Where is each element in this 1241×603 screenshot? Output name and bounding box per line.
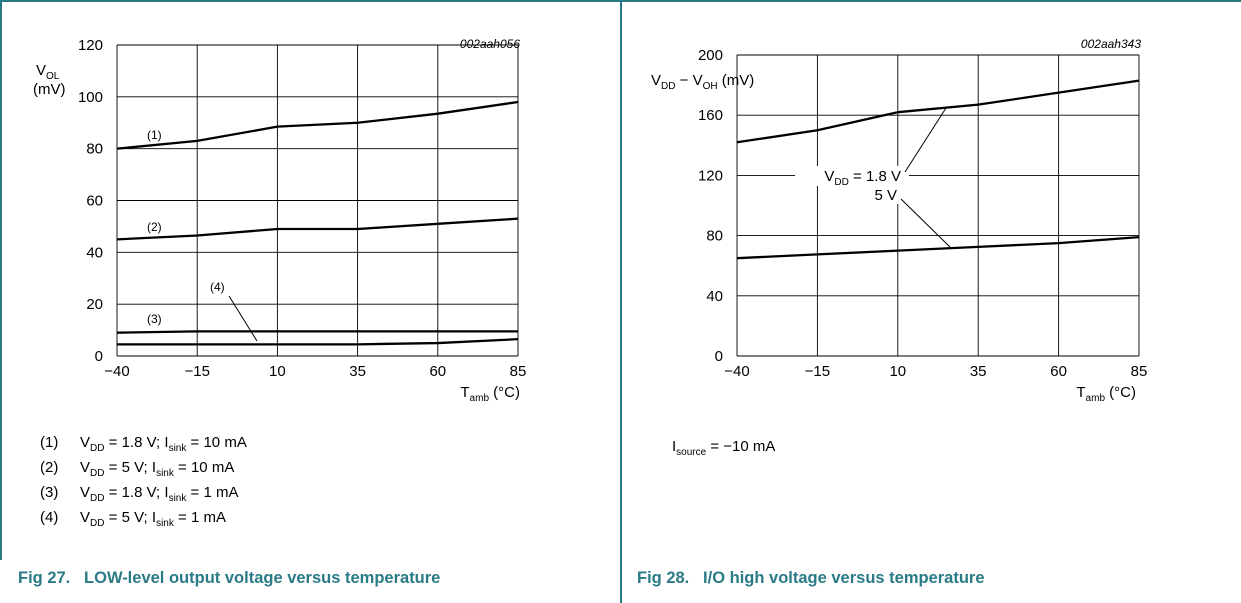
legend-isink: 10 mA (190, 459, 235, 476)
label-background (795, 166, 909, 186)
series-label: 5 V (874, 187, 897, 204)
x-tick-label: 60 (1050, 363, 1067, 380)
note-subscript: source (676, 447, 707, 458)
x-tick-label: 35 (349, 363, 366, 380)
note-text: = −10 mA (706, 438, 776, 455)
svg-text:VOL: VOL (36, 62, 60, 82)
legend-number: (4) (40, 509, 59, 526)
caption-title: LOW-level output voltage versus temperat… (84, 569, 441, 587)
x-tick-label: 35 (970, 363, 987, 380)
legend-isink: 1 mA (190, 509, 226, 526)
series-line (116, 100, 519, 150)
legend-item: (4) VDD = 5 V; Isink = 1 mA (40, 509, 226, 529)
legend-item: (3) VDD = 1.8 V; Isink = 1 mA (40, 484, 239, 504)
series-label: (3) (147, 312, 162, 326)
x-tick-label: 85 (510, 363, 527, 380)
left-border-line (0, 0, 2, 560)
legend-number: (3) (40, 484, 59, 501)
x-tick-label: −15 (805, 363, 830, 380)
leader-line (900, 198, 952, 249)
legend-vdd: 5 V (121, 509, 144, 526)
series-line (736, 235, 1140, 260)
panel-divider-line (620, 0, 622, 603)
y-tick-label: 0 (95, 348, 103, 365)
y-tick-label: 160 (698, 107, 723, 124)
legend-number: (1) (40, 434, 59, 451)
chart-io-high-voltage-vs-temperature: −40 −15 10 35 60 85 0 40 80 120 160 200 002aah343 V… (651, 37, 1148, 404)
series-line (736, 79, 1140, 144)
legend-isink: 1 mA (203, 484, 239, 501)
figure-28-caption: Fig 28. I/O high voltage versus temperat… (637, 569, 985, 588)
x-tick-label: −40 (104, 363, 129, 380)
y-tick-label: 120 (78, 37, 103, 54)
series-line (117, 338, 519, 346)
series-label: (4) (210, 280, 225, 294)
note-prefix: I (672, 438, 677, 455)
x-tick-label: 60 (429, 363, 446, 380)
source-current-note: Isource = −10 mA (672, 438, 775, 458)
y-tick-label: 120 (698, 167, 723, 184)
x-axis-label: Tamb (°C) (460, 384, 520, 404)
x-tick-label: 10 (889, 363, 906, 380)
y-axis-label: VOL (mV) (33, 62, 66, 98)
caption-title: I/O high voltage versus temperature (703, 569, 985, 587)
legend-item: (1) VDD = 1.8 V; Isink = 10 mA (40, 434, 247, 454)
y-tick-label: 20 (86, 296, 103, 313)
y-tick-label: 60 (86, 193, 103, 210)
x-tick-label: 85 (1131, 363, 1148, 380)
leader-line (228, 295, 258, 342)
x-axis-label: Tamb (°C) (1076, 384, 1136, 404)
legend-vdd: 5 V (121, 459, 144, 476)
y-tick-label: 0 (715, 348, 723, 365)
series-line (116, 330, 518, 334)
figure-27-caption: Fig 27. LOW-level output voltage versus … (18, 569, 440, 588)
legend-number: (2) (40, 459, 59, 476)
figure-code: 002aah056 (460, 37, 520, 51)
y-tick-label: 40 (86, 244, 103, 261)
y-axis-label: VDD − VOH (mV) (651, 72, 754, 92)
x-tick-label: −40 (724, 363, 749, 380)
caption-number: Fig 27. (18, 569, 71, 587)
legend-item: (2) VDD = 5 V; Isink = 10 mA (40, 459, 235, 479)
y-tick-label: 200 (698, 47, 723, 64)
y-tick-label: 40 (706, 288, 723, 305)
series-label: (2) (147, 220, 162, 234)
y-tick-label: 80 (706, 228, 723, 245)
series-label: (1) (147, 128, 162, 142)
figure-27-legend: (1) VDD = 1.8 V; Isink = 10 mA (2) VDD = 5… (40, 433, 247, 533)
x-tick-label: 10 (269, 363, 286, 380)
series-line (116, 217, 519, 241)
legend-vdd: 1.8 V (121, 434, 157, 451)
y-tick-label: 100 (78, 89, 103, 106)
svg-text:(mV): (mV) (33, 81, 66, 98)
figure-code: 002aah343 (1081, 37, 1141, 51)
x-tick-label: −15 (184, 363, 209, 380)
caption-number: Fig 28. (637, 569, 690, 587)
y-tick-label: 80 (86, 141, 103, 158)
legend-isink: 10 mA (203, 434, 247, 451)
leader-line (904, 107, 947, 173)
label-background (871, 186, 901, 204)
legend-vdd: 1.8 V (121, 484, 157, 501)
